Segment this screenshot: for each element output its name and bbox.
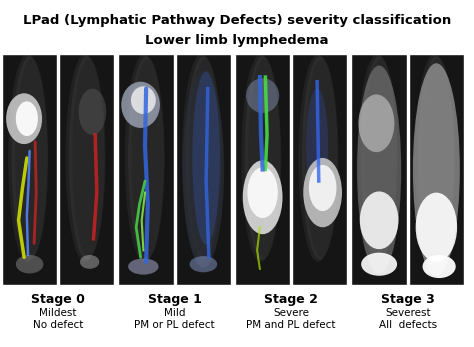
Ellipse shape [358,54,396,262]
Text: Severest: Severest [385,308,430,318]
Text: Lower limb lymphedema: Lower limb lymphedema [145,34,329,47]
Ellipse shape [309,165,337,211]
Bar [292,54,347,285]
Ellipse shape [128,56,164,260]
Text: PM or PL defect: PM or PL defect [135,320,215,330]
Ellipse shape [15,59,48,257]
Ellipse shape [69,56,105,260]
Bar [118,54,174,285]
Text: Stage 1: Stage 1 [148,293,202,306]
Bar [176,54,231,285]
Ellipse shape [121,82,160,128]
Ellipse shape [246,78,279,113]
Ellipse shape [80,255,100,269]
Text: LPad (Lymphatic Pathway Defects) severity classification: LPad (Lymphatic Pathway Defects) severit… [23,14,451,27]
Bar [59,54,115,285]
Text: Severe: Severe [273,308,309,318]
Ellipse shape [16,101,38,136]
Ellipse shape [185,56,221,260]
Ellipse shape [6,93,42,144]
Ellipse shape [16,255,44,273]
Text: Mild: Mild [164,308,185,318]
Ellipse shape [131,86,156,114]
Ellipse shape [357,66,401,273]
Bar [352,54,407,285]
Bar [59,54,115,285]
Ellipse shape [415,54,454,262]
Bar [409,54,464,285]
Bar [292,54,347,285]
Ellipse shape [360,192,399,249]
Ellipse shape [248,59,281,257]
Ellipse shape [306,88,328,204]
Ellipse shape [182,54,221,262]
Ellipse shape [305,59,338,257]
Ellipse shape [132,59,164,257]
Ellipse shape [422,255,456,278]
Text: Stage 2: Stage 2 [264,293,318,306]
Ellipse shape [128,259,159,274]
Bar [2,54,57,285]
Ellipse shape [302,56,338,260]
Ellipse shape [416,193,457,262]
Ellipse shape [190,256,217,272]
Ellipse shape [299,54,337,262]
Text: PM and PL defect: PM and PL defect [246,320,336,330]
Ellipse shape [303,158,342,227]
Ellipse shape [8,54,47,262]
Ellipse shape [413,63,460,276]
Ellipse shape [241,54,280,262]
Ellipse shape [365,59,398,257]
Bar [352,54,407,285]
Ellipse shape [245,56,281,260]
Ellipse shape [189,59,222,257]
Ellipse shape [12,56,47,260]
Text: Mildest: Mildest [39,308,77,318]
Ellipse shape [192,71,220,245]
Text: Stage 3: Stage 3 [381,293,435,306]
Ellipse shape [73,59,105,257]
Ellipse shape [247,167,278,218]
Bar [235,54,290,285]
Ellipse shape [419,56,455,260]
Bar [235,54,290,285]
Ellipse shape [182,71,224,268]
Bar [176,54,231,285]
Ellipse shape [243,160,283,234]
Ellipse shape [361,253,397,276]
Bar [118,54,174,285]
Bar [2,54,57,285]
Ellipse shape [361,56,397,260]
Bar [409,54,464,285]
Ellipse shape [125,54,164,262]
Text: All  defects: All defects [379,320,437,330]
Ellipse shape [65,54,104,262]
Ellipse shape [422,59,455,257]
Text: No defect: No defect [33,320,83,330]
Ellipse shape [79,88,106,135]
Ellipse shape [358,94,394,152]
Text: Stage 0: Stage 0 [31,293,85,306]
